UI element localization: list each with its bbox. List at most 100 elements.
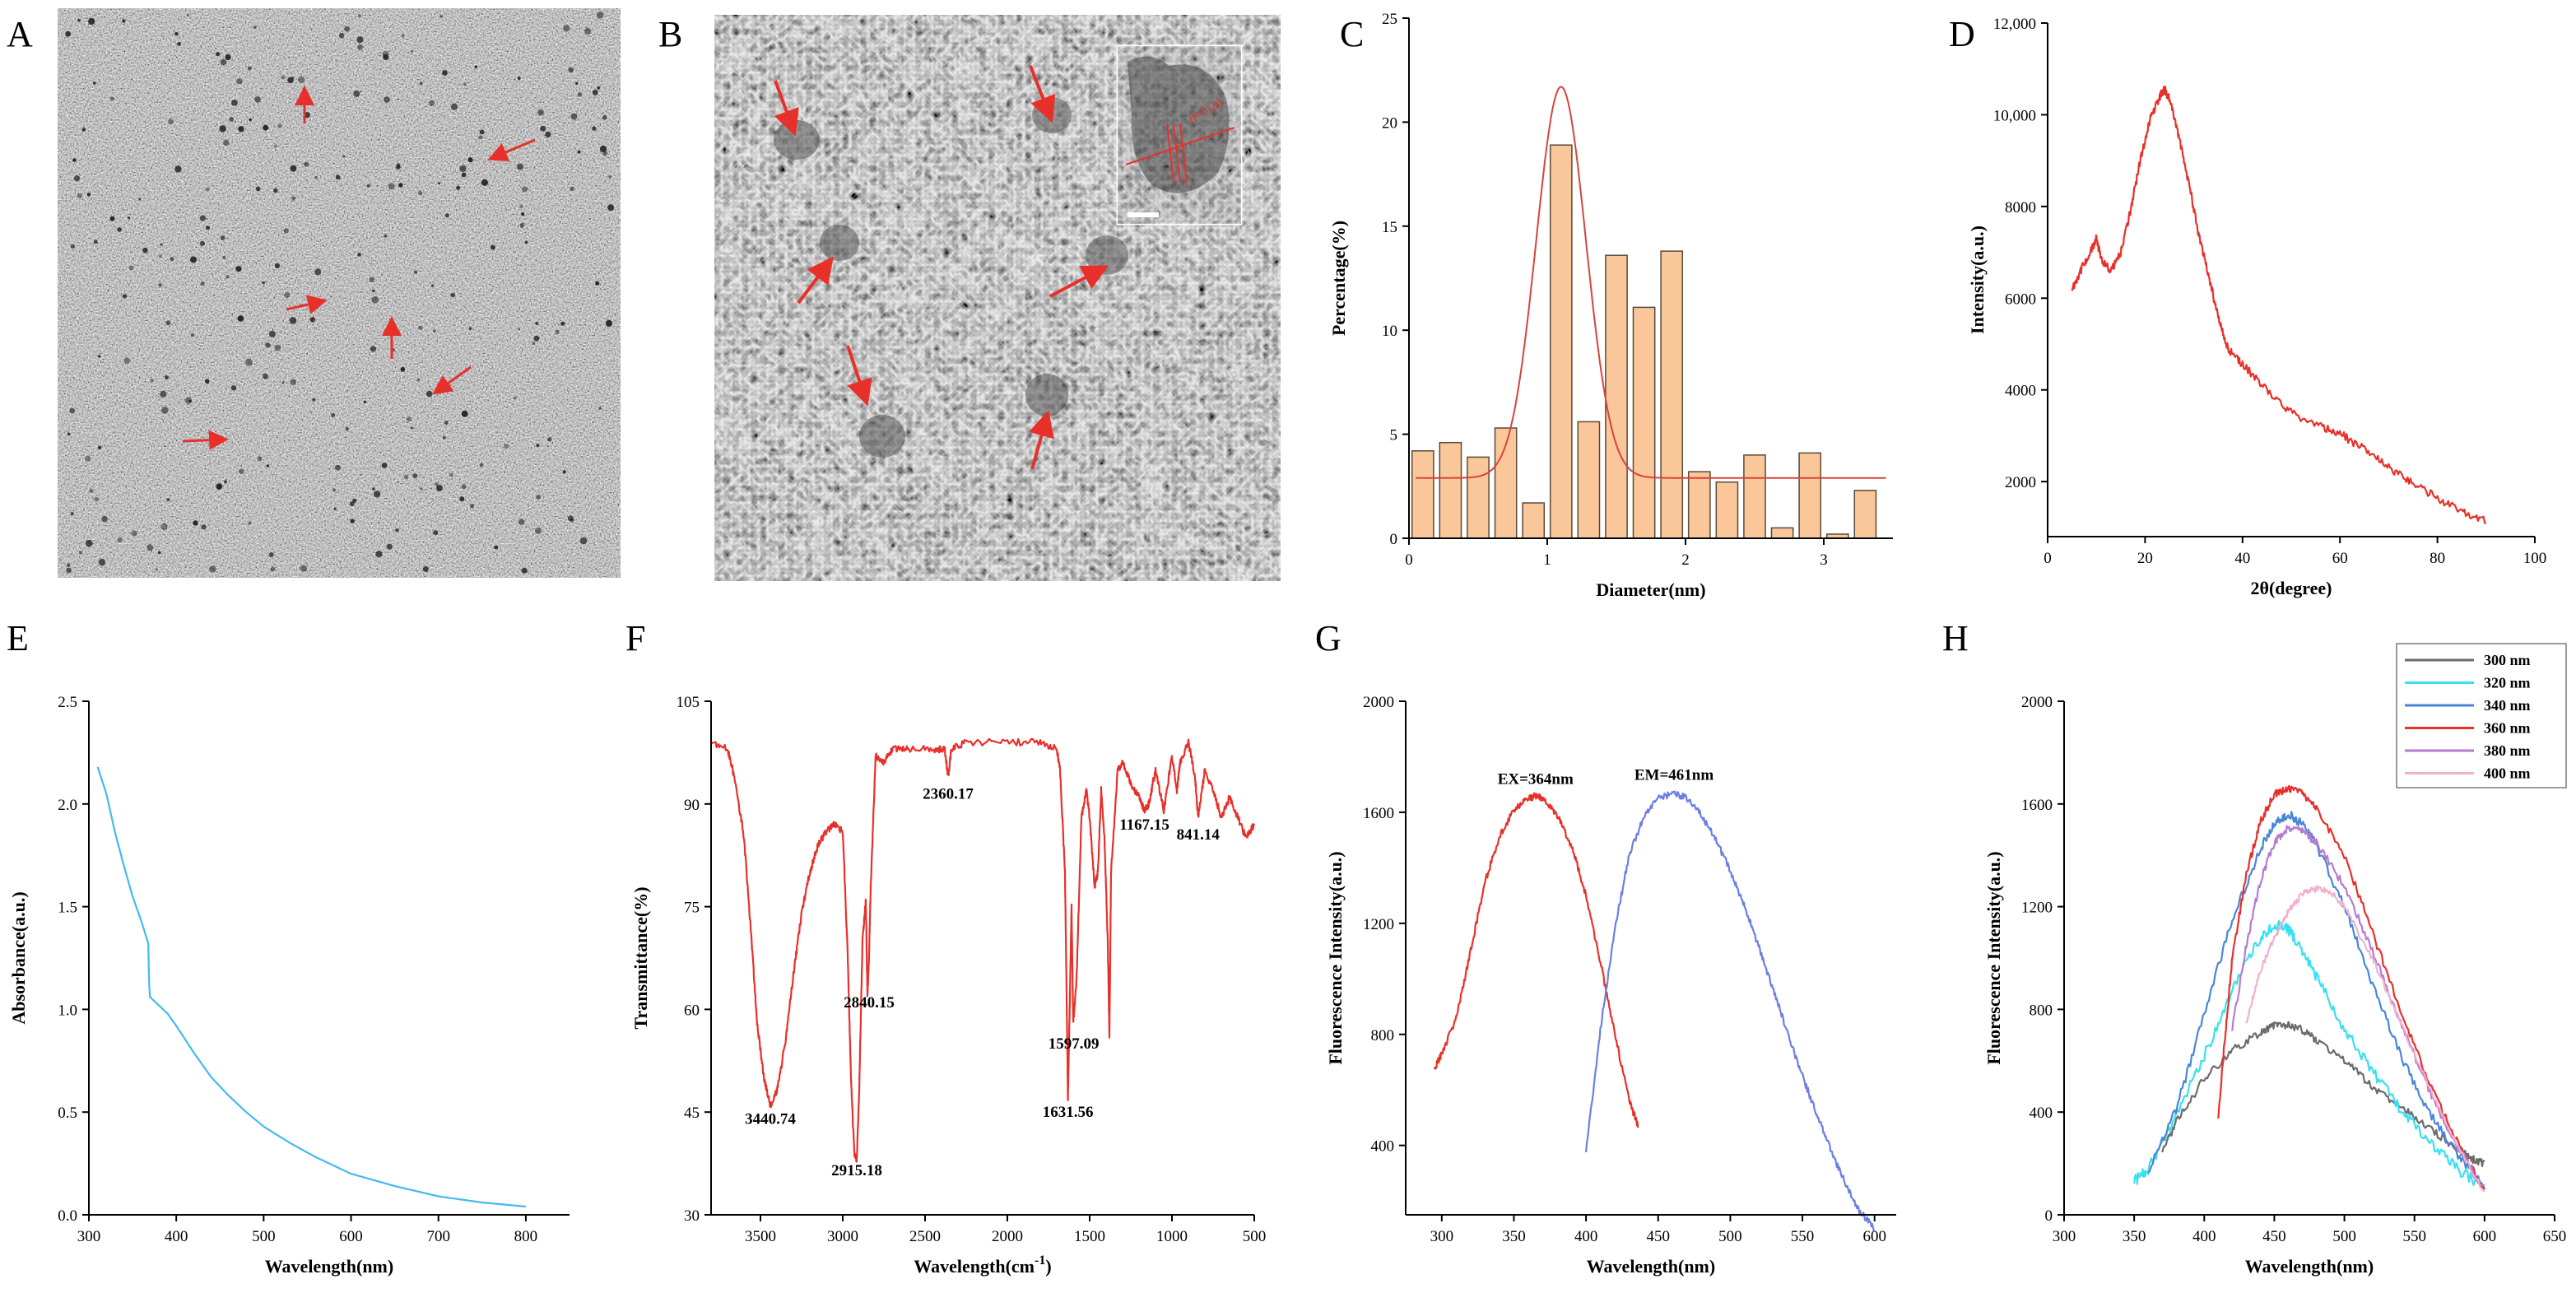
g-series-line-1 (1434, 792, 1639, 1128)
c-bar (1660, 250, 1684, 539)
nanoparticle-dots-a (65, 12, 615, 574)
g-x-tick-label: 500 (1718, 1228, 1742, 1245)
c-bar (1549, 144, 1573, 539)
h-x-tick-label: 650 (2543, 1228, 2567, 1245)
h-x-axis-label: Wavelength(nm) (2245, 1256, 2374, 1277)
h-legend-label: 380 nm (2484, 742, 2531, 759)
tem-texture-a (58, 8, 621, 578)
g-annotation: EX=364nm (1498, 770, 1574, 788)
g-annotation: EM=461nm (1634, 766, 1713, 784)
d-x-axis-label: 2θ(degree) (2250, 578, 2332, 598)
h-x-tick-label: 300 (2053, 1228, 2076, 1245)
c-y-tick-label: 25 (1382, 11, 1397, 28)
c-y-tick-label: 20 (1382, 114, 1397, 132)
panel-b: B d= (658, 14, 1281, 581)
f-annotation: 841.14 (1177, 826, 1221, 844)
c-bar (1467, 456, 1490, 539)
chart-g: 300 350 400 450 500 550 600 400 800 1200 1600 2000 W… (1325, 694, 1896, 1277)
inset-scale-bar (1128, 212, 1159, 217)
h-legend-label: 300 nm (2484, 652, 2531, 668)
e-y-axis-label: Absorbance(a.u.) (8, 891, 29, 1024)
d-y-tick-label: 8000 (2005, 199, 2036, 216)
f-series-line-1 (710, 737, 1256, 1163)
g-y-tick-label: 2000 (1363, 694, 1394, 711)
c-y-tick-label: 0 (1390, 531, 1398, 548)
h-y-tick-label: 800 (2030, 1002, 2053, 1019)
h-y-tick-label: 1600 (2021, 797, 2053, 814)
particle-spots-b (774, 97, 1128, 458)
f-y-tick-label: 90 (684, 797, 700, 814)
h-x-tick-label: 550 (2402, 1228, 2426, 1245)
f-x-axis-label-text: Wavelength(cm (914, 1256, 1035, 1277)
c-x-tick-label: 1 (1543, 551, 1551, 569)
arrows-a (182, 86, 536, 450)
e-x-axis-label-text: Wavelength(nm) (265, 1256, 393, 1277)
c-y-tick-label: 15 (1382, 219, 1397, 236)
h-x-tick-label: 400 (2192, 1228, 2216, 1245)
h-y-tick-label: 0 (2045, 1207, 2053, 1225)
e-y-tick-label: 2.0 (58, 797, 77, 814)
h-legend-label: 320 nm (2484, 675, 2531, 691)
d-y-tick-label: 6000 (2005, 291, 2036, 308)
c-y-tick-label: 10 (1382, 323, 1397, 340)
f-annotation: 1167.15 (1119, 816, 1169, 834)
chart-d: 0 20 40 60 80 100 2000 4000 6000 8000 10,000 12,000… (1967, 16, 2546, 598)
d-x-tick-label: 80 (2430, 550, 2445, 567)
f-x-tick-label: 2500 (909, 1228, 941, 1245)
f-annotation: 3440.74 (745, 1111, 796, 1128)
d-x-tick-label: 60 (2332, 550, 2348, 567)
f-x-tick-label: 1000 (1156, 1228, 1188, 1245)
g-x-tick-label: 400 (1574, 1228, 1598, 1245)
f-x-axis-label-end: ) (1045, 1256, 1051, 1277)
f-annotation: 2840.15 (844, 994, 895, 1012)
f-y-tick-label: 75 (684, 900, 700, 917)
d-y-tick-label: 4000 (2005, 383, 2036, 400)
e-y-tick-label: 2.5 (58, 694, 77, 711)
panel-letter-f: F (625, 618, 645, 658)
f-y-tick-label: 45 (684, 1105, 700, 1122)
e-x-tick-label: 600 (339, 1228, 363, 1245)
f-y-axis-label: Transmittance(%) (630, 886, 651, 1029)
e-x-tick-label: 400 (165, 1228, 188, 1245)
d-y-tick-label: 10,000 (1993, 107, 2036, 124)
f-y-tick-label: 60 (684, 1002, 700, 1019)
h-y-axis-label: Fluorescence Intensity(a.u.) (1983, 851, 2004, 1064)
c-y-axis-label: Percentage(%) (1328, 221, 1349, 336)
c-bar (1439, 441, 1462, 539)
g-x-tick-label: 450 (1647, 1228, 1671, 1245)
panel-letter-h: H (1942, 618, 1969, 658)
f-y-tick-label: 105 (677, 694, 700, 711)
f-x-tick-label: 3500 (745, 1228, 776, 1245)
f-x-tick-label: 2000 (992, 1228, 1023, 1245)
e-y-tick-label: 1.5 (58, 900, 77, 917)
c-bar (1798, 452, 1822, 539)
f-x-axis-label: Wavelength(cm-1) (914, 1254, 1051, 1277)
g-x-axis-label-text: Wavelength(nm) (1587, 1256, 1715, 1277)
arrows-b (774, 65, 1109, 470)
g-y-tick-label: 1200 (1363, 916, 1394, 933)
d-x-tick-label: 0 (2044, 550, 2052, 567)
g-y-tick-label: 400 (1371, 1138, 1395, 1156)
c-x-axis-label: Diameter(nm) (1596, 579, 1705, 600)
e-x-axis-label: Wavelength(nm) (265, 1256, 393, 1277)
d-x-tick-label: 20 (2137, 550, 2153, 567)
c-bar (1522, 502, 1546, 539)
c-bar (1715, 481, 1739, 539)
h-legend-label: 340 nm (2484, 697, 2531, 714)
h-x-tick-label: 450 (2262, 1228, 2286, 1245)
c-bar (1743, 454, 1766, 539)
chart-h: 300 350 400 450 500 550 600 650 0 400 800 1200 1600 2… (1983, 643, 2567, 1277)
h-y-tick-label: 1200 (2021, 900, 2053, 917)
e-x-tick-label: 700 (426, 1228, 450, 1245)
c-bar (1687, 471, 1711, 539)
f-x-tick-label: 3000 (827, 1228, 858, 1245)
g-y-tick-label: 1600 (1363, 805, 1394, 822)
c-bar (1577, 421, 1601, 539)
d-x-tick-label: 40 (2234, 550, 2250, 567)
d-series-line-1 (2071, 85, 2487, 524)
g-x-tick-label: 350 (1502, 1228, 1526, 1245)
e-series-line-1 (96, 766, 527, 1208)
panel-letter-b: B (658, 14, 682, 54)
e-x-tick-label: 300 (77, 1228, 101, 1245)
